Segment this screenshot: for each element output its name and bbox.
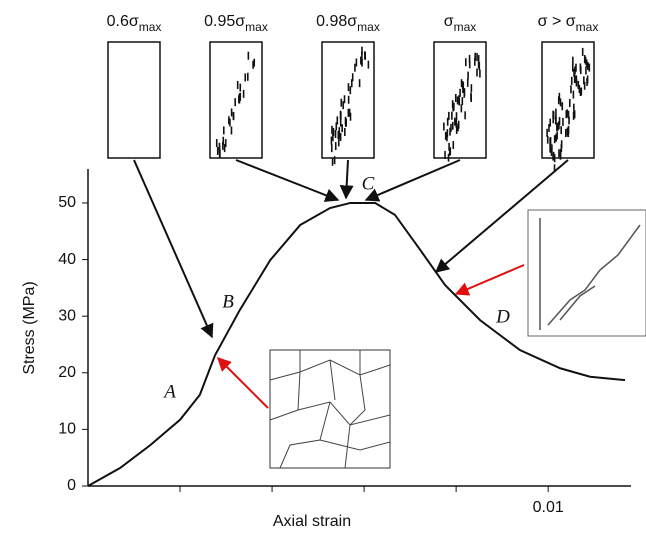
stage-label-sub: max	[454, 20, 477, 34]
stage-label: 0.6σmax	[107, 13, 162, 34]
point-label: C	[362, 173, 375, 194]
stage-label-main: σ > σ	[538, 13, 576, 30]
stage-label-main: 0.6σ	[107, 13, 139, 30]
y-tick-label: 30	[58, 307, 76, 324]
stage-label-sub: max	[245, 20, 268, 34]
stage-label: 0.98σmax	[316, 13, 380, 34]
y-tick-label: 50	[58, 194, 76, 211]
stress-strain-curve	[87, 201, 626, 487]
stage-label-main: 0.98σ	[316, 13, 357, 30]
y-tick-label: 0	[67, 477, 76, 494]
x-axis-label: Axial strain	[273, 513, 351, 530]
y-axis-label: Stress (MPa)	[21, 281, 38, 374]
y-tick-label: 10	[58, 421, 76, 438]
stage-label-main: 0.95σ	[204, 13, 245, 30]
y-tick-label: 40	[58, 251, 76, 268]
point-label: A	[162, 381, 176, 402]
stage-label-sub: max	[139, 20, 162, 34]
crack-box	[107, 41, 161, 159]
point-label: B	[222, 291, 234, 312]
point-label: D	[495, 306, 510, 327]
stage-label: σ > σmax	[538, 13, 599, 34]
stage-label: 0.95σmax	[204, 13, 268, 34]
y-tick-label: 20	[58, 364, 76, 381]
x-tick-label: 0.01	[533, 499, 564, 516]
stage-label-sub: max	[576, 20, 599, 34]
stage-label-sub: max	[357, 20, 380, 34]
stage-label: σmax	[444, 13, 477, 34]
annotations	[133, 159, 646, 469]
crack-insets	[107, 41, 595, 173]
stage-label-main: σ	[444, 13, 454, 30]
